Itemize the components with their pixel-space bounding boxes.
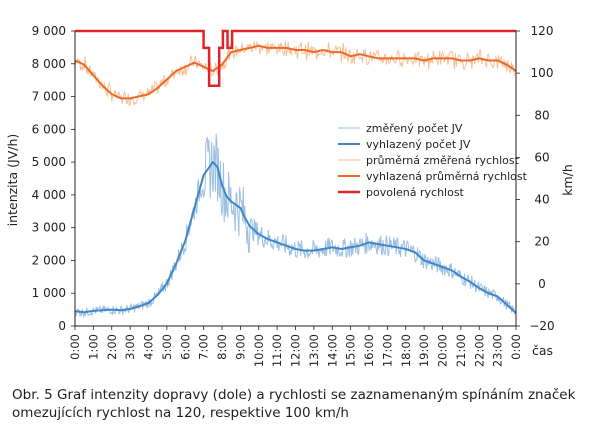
y2-axis-title: km/h — [560, 164, 575, 196]
x-tick-label: 19:00 — [417, 334, 431, 367]
y-tick-label: 8 000 — [32, 57, 66, 71]
x-tick-label: 3:00 — [123, 334, 137, 360]
y2-tick-label: 0 — [538, 277, 546, 291]
x-tick-label: 15:00 — [344, 334, 358, 367]
legend-label: vyhlazená průměrná rychlost — [366, 170, 528, 183]
y2-tick-label: 60 — [534, 150, 549, 164]
caption-text: Graf intenzity dopravy (dole) a rychlost… — [12, 387, 576, 421]
axes: 0 1 000 2 000 3 000 4 000 5 000 6 000 7 000 8 00… — [32, 24, 555, 367]
x-tick-label: 13:00 — [307, 334, 321, 367]
x-tick-label: 2:00 — [105, 334, 119, 360]
x-tick-label: 21:00 — [454, 334, 468, 367]
y-tick-label: 0 — [58, 319, 66, 333]
y2-tick-label: 100 — [531, 66, 554, 80]
x-tick-label: 16:00 — [362, 334, 376, 367]
legend-label: vyhlazený počet JV — [366, 138, 471, 151]
x-tick-label: 8:00 — [215, 334, 229, 360]
legend: změřený počet JV vyhlazený počet JV průměr… — [338, 122, 528, 199]
series-speed-limit — [75, 29, 516, 88]
y-tick-label: 5 000 — [32, 155, 66, 169]
legend-label: změřený počet JV — [366, 122, 463, 135]
plot-series — [74, 29, 517, 319]
x-tick-label: 1:00 — [86, 334, 100, 360]
y2-tick-label: 80 — [534, 108, 549, 122]
x-tick-label: 12:00 — [289, 334, 303, 367]
series-measured-count — [74, 133, 517, 319]
x-tick-label: 17:00 — [380, 334, 394, 367]
traffic-chart: 0 1 000 2 000 3 000 4 000 5 000 6 000 7 000 8 00… — [5, 24, 575, 367]
x-tick-label: 6:00 — [178, 334, 192, 360]
legend-label: povolená rychlost — [366, 186, 465, 199]
series-smoothed-speed — [74, 44, 517, 100]
x-tick-label: 20:00 — [436, 334, 450, 367]
x-tick-label: 23:00 — [491, 334, 505, 367]
x-tick-label: 4:00 — [142, 334, 156, 360]
x-tick-label: 0:00 — [509, 334, 523, 360]
y2-tick-label: 120 — [531, 24, 554, 38]
y2-tick-label: 40 — [534, 193, 549, 207]
y-tick-label: 4 000 — [32, 188, 66, 202]
caption-label: Obr. 5 — [12, 387, 53, 403]
x-tick-label: 0:00 — [68, 334, 82, 360]
x-tick-label: 5:00 — [160, 334, 174, 360]
x-tick-label: 11:00 — [270, 334, 284, 367]
x-tick-label: 9:00 — [233, 334, 247, 360]
x-axis-title: čas — [532, 343, 553, 358]
x-tick-label: 10:00 — [252, 334, 266, 367]
x-tick-label: 7:00 — [197, 334, 211, 360]
y2-tick-label: 20 — [534, 235, 549, 249]
y-tick-label: 6 000 — [32, 122, 66, 136]
y-axis-title: intenzita (JV/h) — [5, 134, 20, 227]
y2-tick-label: −20 — [529, 319, 554, 333]
x-tick-label: 22:00 — [472, 334, 486, 367]
y-tick-label: 2 000 — [32, 253, 66, 267]
legend-label: průměrná změřená rychlost — [366, 154, 520, 167]
y-tick-label: 1 000 — [32, 286, 66, 300]
x-tick-label: 14:00 — [325, 334, 339, 367]
x-tick-label: 18:00 — [399, 334, 413, 367]
y-tick-label: 7 000 — [32, 90, 66, 104]
figure-caption: Obr. 5 Graf intenzity dopravy (dole) a r… — [12, 386, 584, 422]
series-smoothed-count — [74, 161, 517, 314]
y-tick-label: 3 000 — [32, 221, 66, 235]
y-tick-label: 9 000 — [32, 24, 66, 38]
